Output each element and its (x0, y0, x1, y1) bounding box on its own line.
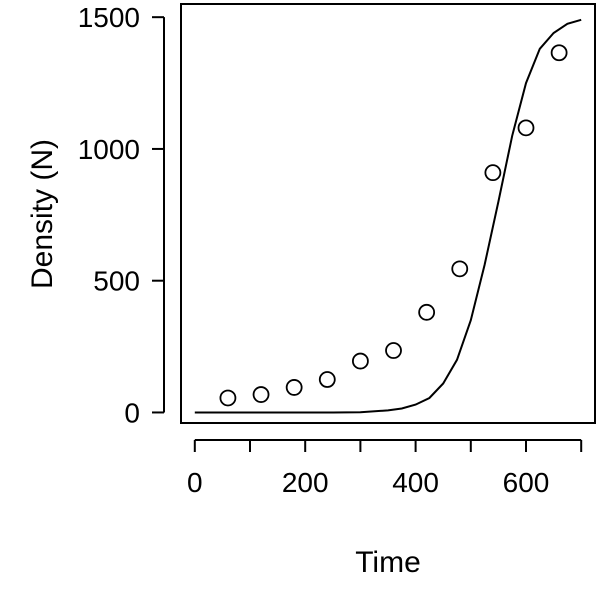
x-tick-label: 400 (392, 467, 439, 498)
y-axis-label: Density (N) (26, 139, 59, 289)
data-point (219, 389, 237, 407)
data-point (285, 379, 303, 396)
data-point (451, 260, 469, 278)
data-point (550, 44, 568, 62)
data-point (484, 164, 502, 182)
plot-frame (180, 3, 596, 424)
y-tick-label: 1500 (78, 2, 140, 33)
data-point (385, 342, 402, 359)
y-tick-label: 0 (124, 397, 140, 428)
model-curve (194, 18, 582, 414)
x-tick-label: 600 (503, 467, 550, 498)
data-point (351, 352, 369, 370)
y-axis: 0 500 1000 1500 (78, 2, 165, 428)
data-point (252, 386, 270, 403)
x-tick-label: 200 (282, 467, 329, 498)
x-tick-label: 0 (187, 467, 203, 498)
data-point (318, 371, 336, 388)
plot-area (194, 18, 582, 414)
x-axis-label: Time (355, 546, 421, 579)
data-point (517, 119, 535, 137)
y-tick-label: 1000 (78, 134, 140, 165)
x-axis: 0 200 400 600 (187, 439, 583, 498)
data-point (418, 303, 436, 321)
y-tick-label: 500 (93, 266, 140, 297)
